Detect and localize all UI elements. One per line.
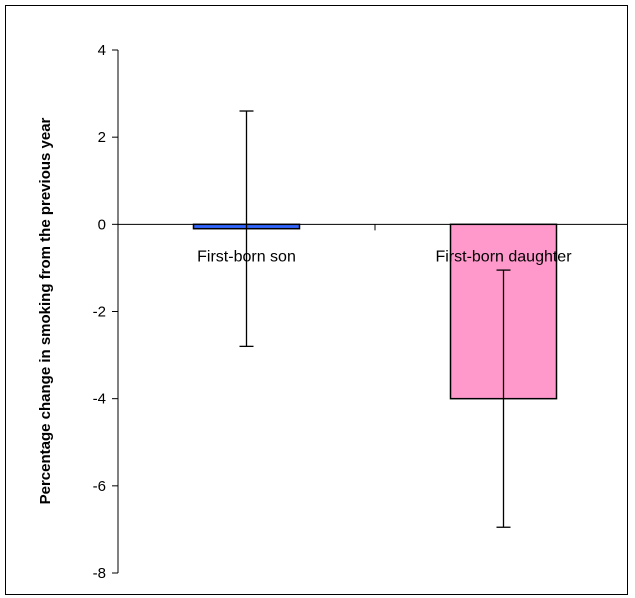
bar-chart: 4 2 0 -2 -4 -6 -8 First-born son First-born dau… (37, 42, 627, 582)
y-tick-label: -2 (93, 304, 106, 321)
y-axis: 4 2 0 -2 -4 -6 -8 (93, 42, 119, 582)
category-labels: First-born son First-born daughter (197, 248, 572, 265)
error-bars (239, 110, 511, 528)
y-tick-label: -8 (93, 565, 106, 582)
y-tick-label: -6 (93, 478, 106, 495)
y-tick-label: -4 (93, 391, 106, 408)
category-label: First-born son (197, 248, 296, 265)
chart-frame: 4 2 0 -2 -4 -6 -8 First-born son First-born dau… (5, 5, 628, 595)
x-axis-zero-line (118, 223, 627, 231)
y-tick-label: 4 (98, 42, 106, 59)
y-tick-label: 2 (98, 129, 106, 146)
category-label: First-born daughter (435, 248, 572, 265)
y-tick-label: 0 (98, 216, 106, 233)
y-axis-title: Percentage change in smoking from the pr… (37, 117, 54, 504)
